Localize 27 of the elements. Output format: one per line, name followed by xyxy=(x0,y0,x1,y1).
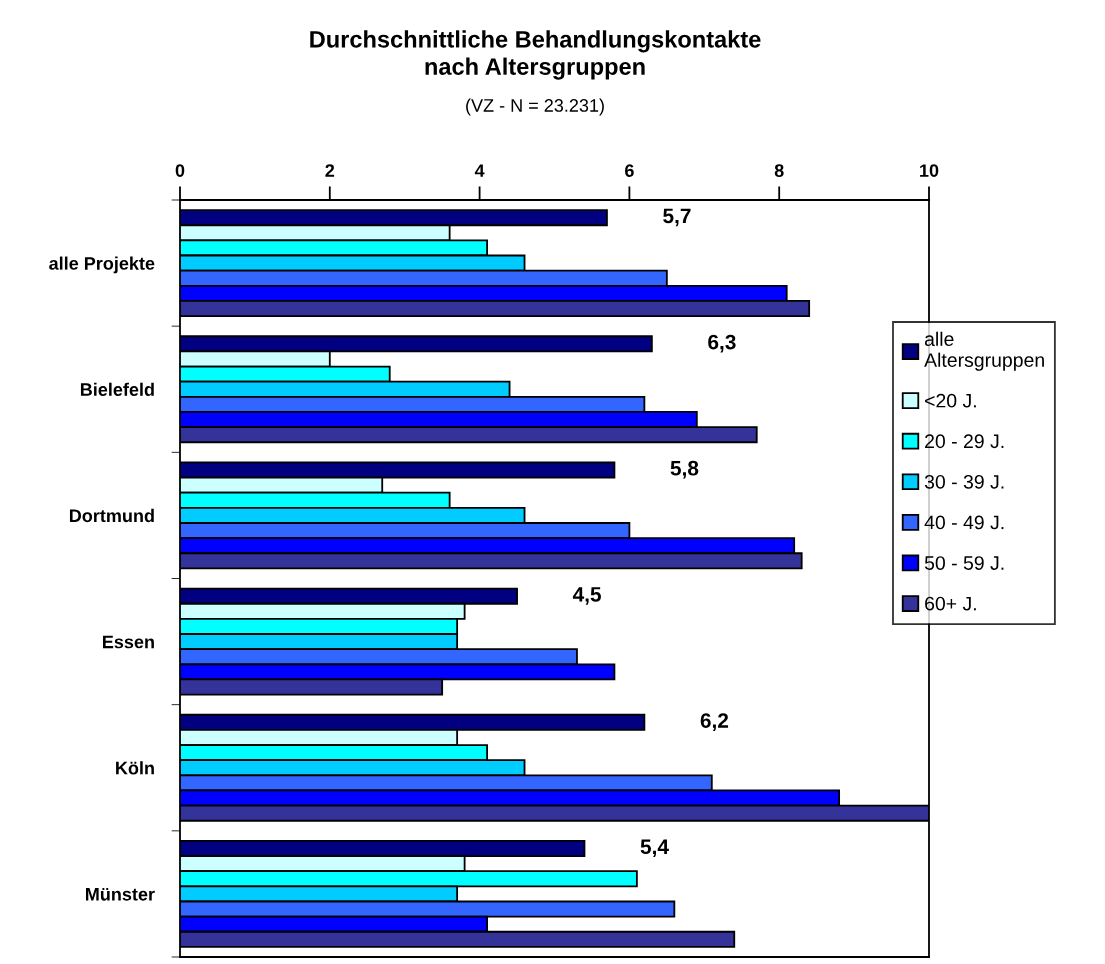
legend-label: 50 - 59 J. xyxy=(924,556,1004,570)
y-tick-label: Dortmund xyxy=(69,508,154,523)
legend-label: 20 - 29 J. xyxy=(925,434,1004,449)
x-tick-label: 8 xyxy=(774,164,784,177)
data-label: 5,8 xyxy=(670,460,699,479)
y-tick-label: Bielefeld xyxy=(80,382,154,396)
y-tick-label: Köln xyxy=(116,761,154,775)
data-label: 5,4 xyxy=(640,839,669,858)
data-label: 4,5 xyxy=(572,587,601,605)
data-label: 5,7 xyxy=(663,208,691,227)
y-tick-label: alle Projekte xyxy=(49,256,155,274)
legend-label: 40 - 49 J. xyxy=(924,515,1004,530)
x-tick-label: 0 xyxy=(175,164,185,177)
legend-label: 60+ J. xyxy=(925,596,976,611)
data-label: 6,2 xyxy=(700,713,729,731)
x-tick-label: 4 xyxy=(474,164,485,177)
y-tick-label: Münster xyxy=(85,887,155,901)
x-tick-label: 2 xyxy=(325,164,335,177)
chart-title: Durchschnittliche Behandlungskontakte nach Altersgruppen xyxy=(310,30,761,80)
legend-label: <20 J. xyxy=(925,393,976,408)
x-tick-label: 6 xyxy=(625,164,634,177)
legend-label: alle Altersgruppen xyxy=(924,331,1044,371)
chart-subtitle: (VZ - N = 23.231) xyxy=(466,98,604,116)
data-label: 6,3 xyxy=(708,334,736,353)
y-tick-label: Essen xyxy=(103,635,154,649)
x-tick-label: 10 xyxy=(920,164,939,177)
legend-label: 30 - 39 J. xyxy=(924,474,1004,489)
